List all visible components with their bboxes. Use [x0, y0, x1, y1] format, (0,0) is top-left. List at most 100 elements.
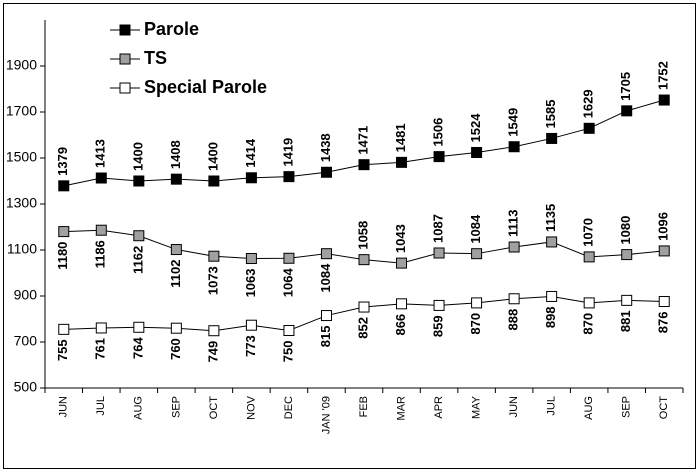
value-label: 1073	[205, 266, 220, 295]
value-label: 881	[618, 310, 633, 332]
x-tick-label: OCT	[208, 396, 220, 420]
marker	[658, 94, 670, 106]
y-tick-label: 900	[14, 287, 38, 303]
x-tick-label: SEP	[621, 396, 633, 418]
value-label: 750	[280, 341, 295, 363]
value-label: 1419	[280, 138, 295, 167]
value-label: 761	[93, 338, 108, 360]
value-label: 815	[318, 326, 333, 348]
value-label: 870	[468, 313, 483, 335]
value-label: 1471	[355, 126, 370, 155]
value-label: 1087	[430, 214, 445, 243]
value-label: 1135	[543, 204, 558, 232]
value-label: 1063	[243, 269, 258, 298]
marker	[358, 254, 370, 266]
value-label: 852	[355, 317, 370, 339]
value-label: 1058	[355, 221, 370, 250]
marker	[396, 257, 408, 269]
x-tick-label: NOV	[245, 395, 257, 420]
value-label: 859	[430, 315, 445, 337]
x-tick-label: JAN '09	[320, 396, 332, 434]
marker	[245, 319, 257, 331]
marker	[583, 251, 595, 263]
marker	[396, 156, 408, 168]
marker	[320, 310, 332, 322]
value-label: 1043	[393, 224, 408, 253]
marker	[283, 252, 295, 264]
y-tick-label: 500	[14, 379, 38, 395]
marker	[508, 293, 520, 305]
marker	[583, 297, 595, 309]
marker	[245, 172, 257, 184]
y-tick-label: 1500	[6, 149, 37, 165]
marker	[95, 322, 107, 334]
x-tick-label: JUL	[95, 396, 107, 416]
marker	[471, 146, 483, 158]
value-label: 1414	[243, 138, 258, 168]
marker	[133, 175, 145, 187]
value-label: 760	[168, 338, 183, 360]
y-tick-label: 700	[14, 333, 38, 349]
marker	[133, 230, 145, 242]
marker	[508, 241, 520, 253]
marker	[433, 151, 445, 163]
marker	[208, 175, 220, 187]
marker	[58, 323, 70, 335]
marker	[170, 244, 182, 256]
y-tick-label: 1900	[6, 57, 37, 73]
y-tick-label: 1100	[7, 241, 37, 257]
marker	[396, 298, 408, 310]
marker	[208, 325, 220, 337]
value-label: 1506	[430, 118, 445, 147]
x-tick-label: JUN	[58, 396, 70, 417]
marker	[170, 322, 182, 334]
marker	[658, 296, 670, 308]
value-label: 1705	[618, 72, 633, 101]
marker	[133, 321, 145, 333]
value-label: 1481	[393, 123, 408, 152]
value-label: 1064	[280, 268, 295, 298]
legend-marker	[119, 24, 131, 36]
x-tick-label: AUG	[583, 396, 595, 420]
value-label: 773	[243, 335, 258, 357]
value-label: 1549	[506, 108, 521, 137]
x-tick-label: JUL	[546, 396, 558, 416]
x-tick-label: AUG	[133, 396, 145, 420]
marker	[95, 172, 107, 184]
value-label: 876	[656, 312, 671, 334]
value-label: 1070	[581, 218, 596, 247]
value-label: 1180	[55, 242, 70, 270]
legend-marker	[119, 53, 131, 65]
marker	[546, 132, 558, 144]
marker	[546, 236, 558, 248]
x-tick-label: FEB	[358, 396, 370, 417]
legend-marker	[119, 82, 131, 94]
marker	[658, 245, 670, 257]
x-tick-label: MAY	[470, 395, 482, 419]
legend-label: Special Parole	[144, 77, 267, 97]
marker	[471, 248, 483, 260]
legend-label: Parole	[144, 19, 199, 39]
marker	[283, 325, 295, 336]
value-label: 1080	[618, 216, 633, 245]
x-tick-label: APR	[433, 396, 445, 419]
value-label: 1096	[656, 212, 671, 241]
marker	[170, 173, 182, 185]
marker	[58, 226, 70, 238]
marker	[245, 253, 257, 265]
marker	[621, 294, 633, 306]
chart-border	[3, 3, 696, 469]
value-label: 1438	[318, 133, 333, 162]
marker	[283, 171, 295, 183]
y-tick-label: 1300	[6, 195, 37, 211]
marker	[320, 166, 332, 178]
value-label: 888	[506, 309, 521, 331]
marker	[433, 299, 445, 311]
value-label: 1400	[205, 142, 220, 171]
value-label: 755	[55, 339, 70, 361]
x-tick-label: SEP	[170, 396, 182, 418]
x-tick-label: JUN	[508, 396, 520, 417]
marker	[433, 247, 445, 259]
value-label: 1629	[581, 89, 596, 118]
